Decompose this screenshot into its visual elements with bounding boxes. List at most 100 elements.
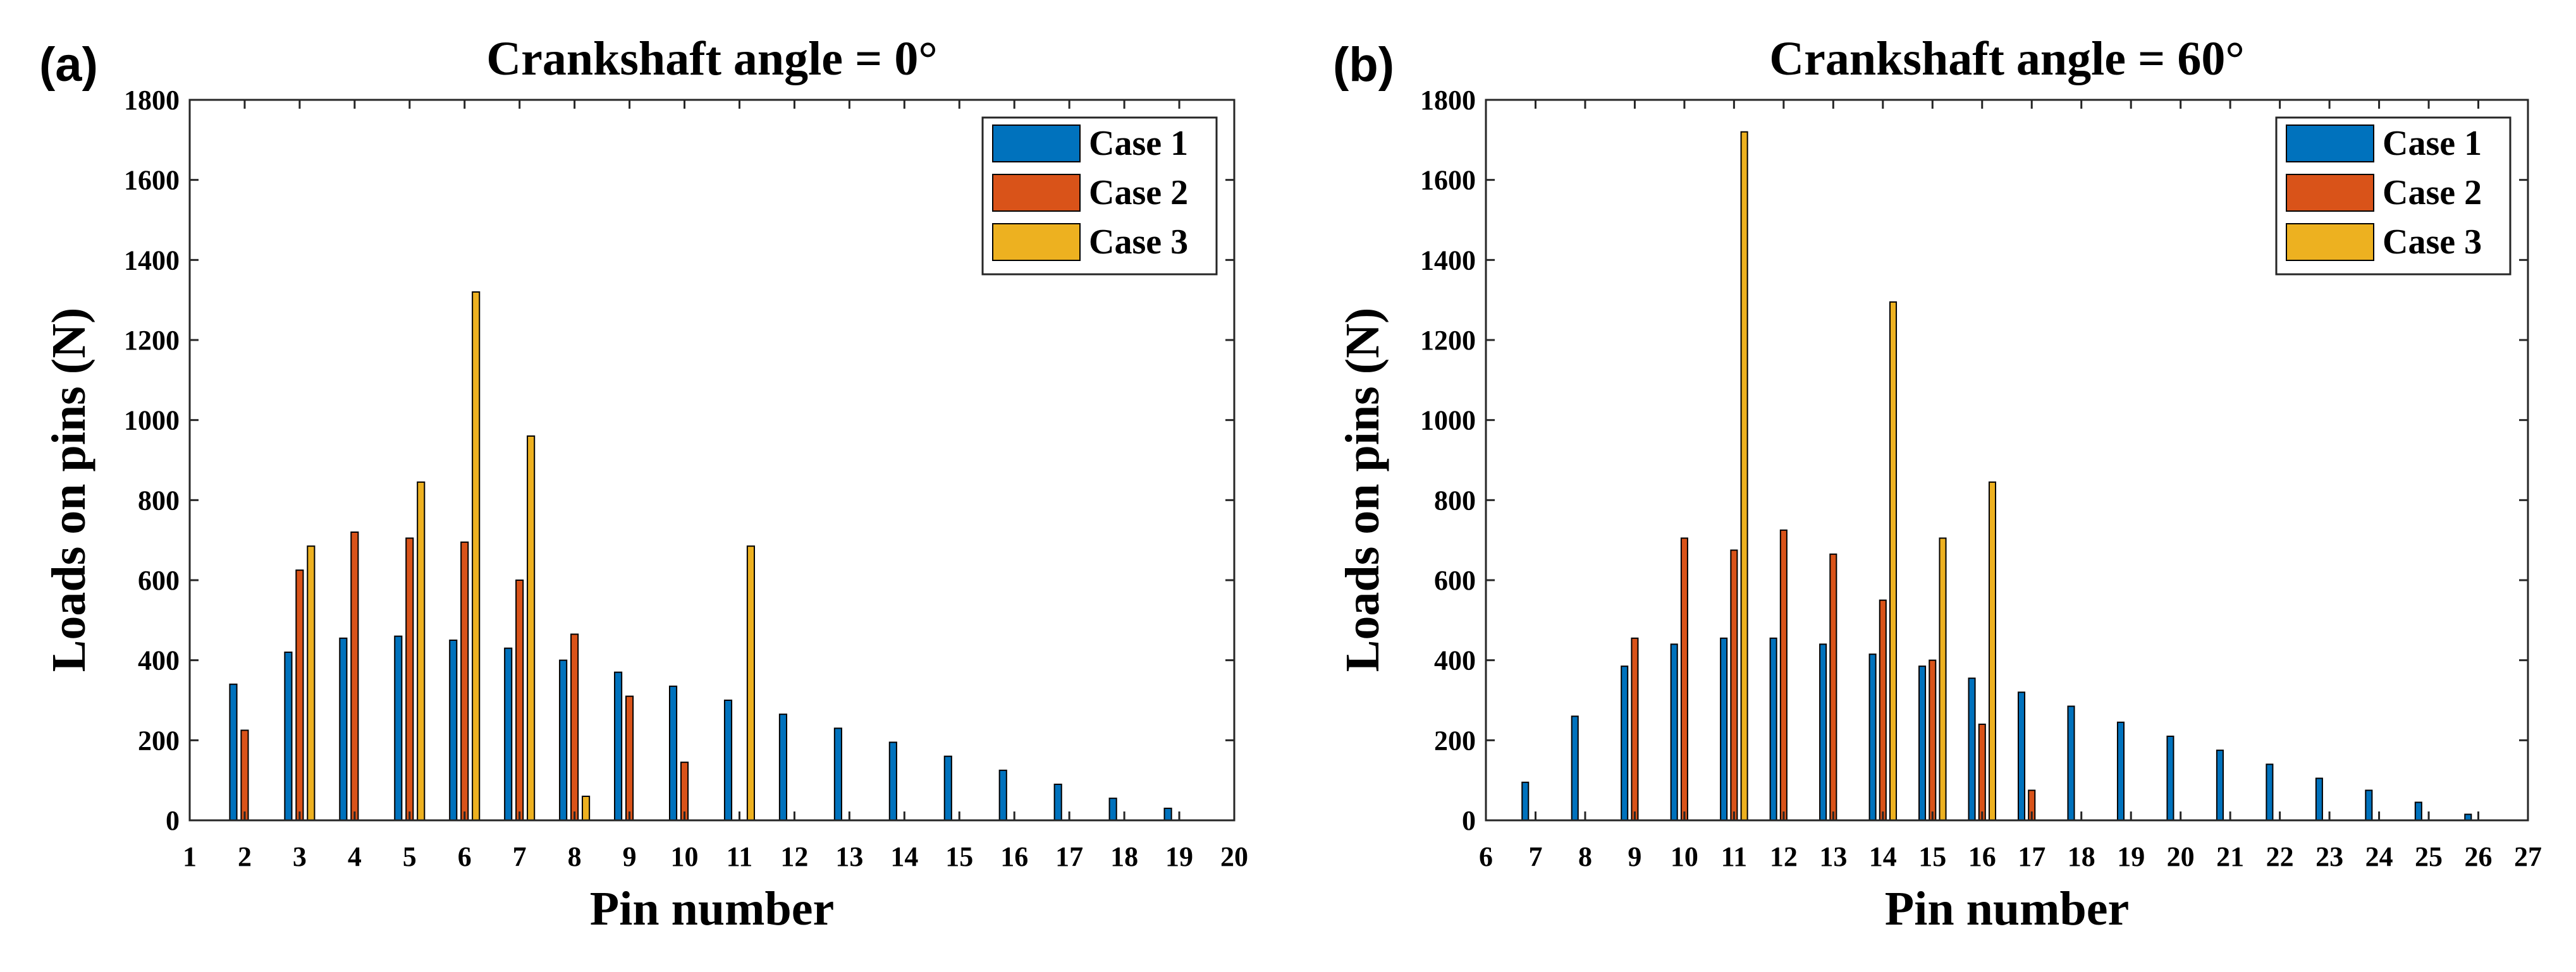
x-tick-label-b: 26: [2465, 841, 2493, 872]
bar-a-case-3-pin-7: [527, 435, 536, 821]
bar-b-case-1-pin-7: [1521, 781, 1530, 822]
x-tick-label-b: 13: [1819, 841, 1847, 872]
legend-swatch-a-1: [992, 125, 1081, 162]
bar-a-case-2-pin-2: [240, 729, 249, 821]
bar-b-case-3-pin-11: [1740, 131, 1748, 822]
chart-panel-a: (a) Crankshaft angle = 0° Loads on pins …: [39, 32, 1248, 935]
y-tick-label-a: 800: [138, 485, 180, 516]
bar-a-case-2-pin-7: [515, 580, 524, 821]
bar-b-case-1-pin-12: [1769, 637, 1777, 821]
y-tick-label-b: 1600: [1420, 165, 1476, 196]
bar-b-case-1-pin-19: [2116, 721, 2125, 822]
bar-a-case-1-pin-3: [284, 652, 293, 821]
bar-b-case-2-pin-13: [1829, 553, 1837, 821]
bar-a-case-1-pin-10: [668, 685, 678, 822]
bar-b-case-1-pin-15: [1918, 665, 1927, 821]
bar-b-case-1-pin-18: [2067, 705, 2075, 821]
chart-title-a: Crankshaft angle = 0°: [486, 32, 937, 85]
x-tick-label-b: 8: [1578, 841, 1592, 872]
x-tick-label-b: 15: [1918, 841, 1946, 872]
bar-a-case-1-pin-15: [943, 755, 952, 821]
y-tick-label-a: 1600: [124, 165, 180, 196]
x-tick-label-b: 14: [1869, 841, 1897, 872]
x-tick-label-a: 2: [238, 841, 252, 872]
axes-box-b: [1485, 99, 2529, 822]
y-tick-label-a: 1000: [124, 405, 180, 436]
legend-a: Case 1 Case 2 Case 3: [981, 116, 1218, 276]
x-tick-label-b: 11: [1721, 841, 1748, 872]
bar-a-case-3-pin-5: [417, 481, 426, 821]
bar-a-case-2-pin-9: [625, 695, 634, 821]
bar-a-case-1-pin-2: [229, 683, 238, 821]
x-tick-label-a: 9: [623, 841, 637, 872]
x-tick-label-b: 9: [1628, 841, 1641, 872]
x-tick-label-a: 1: [183, 841, 197, 872]
bar-a-case-2-pin-3: [295, 569, 304, 822]
y-tick-label-b: 400: [1434, 645, 1476, 676]
x-tick-label-a: 15: [945, 841, 973, 872]
bar-b-case-3-pin-15: [1939, 537, 1947, 821]
bar-b-case-1-pin-21: [2216, 750, 2224, 821]
bar-b-case-1-pin-8: [1571, 715, 1579, 822]
x-tick-label-a: 5: [403, 841, 417, 872]
x-tick-label-b: 25: [2415, 841, 2443, 872]
bar-b-case-3-pin-14: [1889, 301, 1898, 822]
x-tick-label-a: 7: [513, 841, 527, 872]
bar-a-case-1-pin-11: [723, 700, 733, 821]
x-tick-label-a: 4: [348, 841, 362, 872]
bar-b-case-1-pin-13: [1819, 643, 1827, 821]
x-axis-label-a: Pin number: [590, 882, 834, 935]
bar-b-case-2-pin-9: [1631, 637, 1639, 821]
bar-b-case-2-pin-14: [1879, 599, 1887, 822]
x-tick-label-b: 10: [1671, 841, 1698, 872]
bar-b-case-1-pin-23: [2315, 777, 2323, 821]
y-tick-label-a: 600: [138, 565, 180, 596]
bar-a-case-3-pin-8: [582, 796, 591, 821]
bar-b-case-1-pin-22: [2266, 763, 2274, 822]
bar-b-case-3-pin-16: [1988, 481, 1997, 821]
legend-swatch-b-1: [2286, 125, 2374, 162]
bar-a-case-2-pin-8: [570, 633, 579, 821]
y-tick-label-a: 1800: [124, 85, 180, 116]
y-tick-label-b: 200: [1434, 725, 1476, 756]
y-tick-label-a: 200: [138, 725, 180, 756]
x-tick-label-b: 12: [1770, 841, 1798, 872]
bar-b-case-2-pin-12: [1779, 529, 1788, 821]
bar-b-case-1-pin-9: [1621, 665, 1629, 821]
y-tick-label-b: 800: [1434, 485, 1476, 516]
bar-a-case-1-pin-13: [833, 727, 842, 822]
chart-panel-b: (b) Crankshaft angle = 60° Loads on pins…: [1333, 32, 2542, 935]
legend-label-b-1: Case 1: [2383, 124, 2482, 163]
y-axis-label-b: Loads on pins (N): [1336, 308, 1389, 672]
legend-b: Case 1 Case 2 Case 3: [2275, 116, 2512, 276]
bar-a-case-1-pin-19: [1163, 808, 1172, 821]
bar-b-case-1-pin-10: [1670, 643, 1678, 821]
x-tick-label-a: 12: [780, 841, 808, 872]
bar-a-case-1-pin-9: [614, 671, 623, 821]
x-tick-label-b: 21: [2216, 841, 2244, 872]
legend-swatch-a-3: [992, 223, 1081, 261]
bar-a-case-1-pin-12: [778, 714, 788, 821]
bar-b-case-1-pin-20: [2166, 736, 2174, 821]
bar-a-case-1-pin-8: [559, 659, 568, 821]
x-tick-label-a: 17: [1055, 841, 1083, 872]
x-tick-label-a: 3: [293, 841, 307, 872]
x-axis-label-b: Pin number: [1885, 882, 2129, 935]
bar-a-case-1-pin-4: [339, 637, 348, 821]
x-tick-label-b: 16: [1968, 841, 1996, 872]
bar-a-case-1-pin-18: [1108, 798, 1117, 821]
x-tick-label-a: 10: [671, 841, 699, 872]
bar-a-case-3-pin-6: [472, 291, 481, 821]
y-tick-label-a: 1400: [124, 245, 180, 276]
x-tick-label-a: 13: [835, 841, 863, 872]
y-tick-label-b: 1400: [1420, 245, 1476, 276]
y-tick-label-a: 1200: [124, 325, 180, 356]
y-tick-label-b: 1200: [1420, 325, 1476, 356]
bar-a-case-1-pin-5: [394, 635, 403, 822]
bar-a-case-1-pin-14: [888, 741, 897, 821]
bar-a-case-1-pin-17: [1053, 784, 1062, 821]
x-tick-label-b: 22: [2266, 841, 2294, 872]
bar-b-case-1-pin-14: [1868, 653, 1877, 821]
